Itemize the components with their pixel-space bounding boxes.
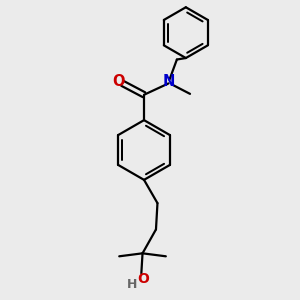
Text: O: O [137, 272, 149, 286]
Text: N: N [162, 74, 175, 89]
Text: H: H [127, 278, 137, 291]
Text: O: O [112, 74, 124, 89]
